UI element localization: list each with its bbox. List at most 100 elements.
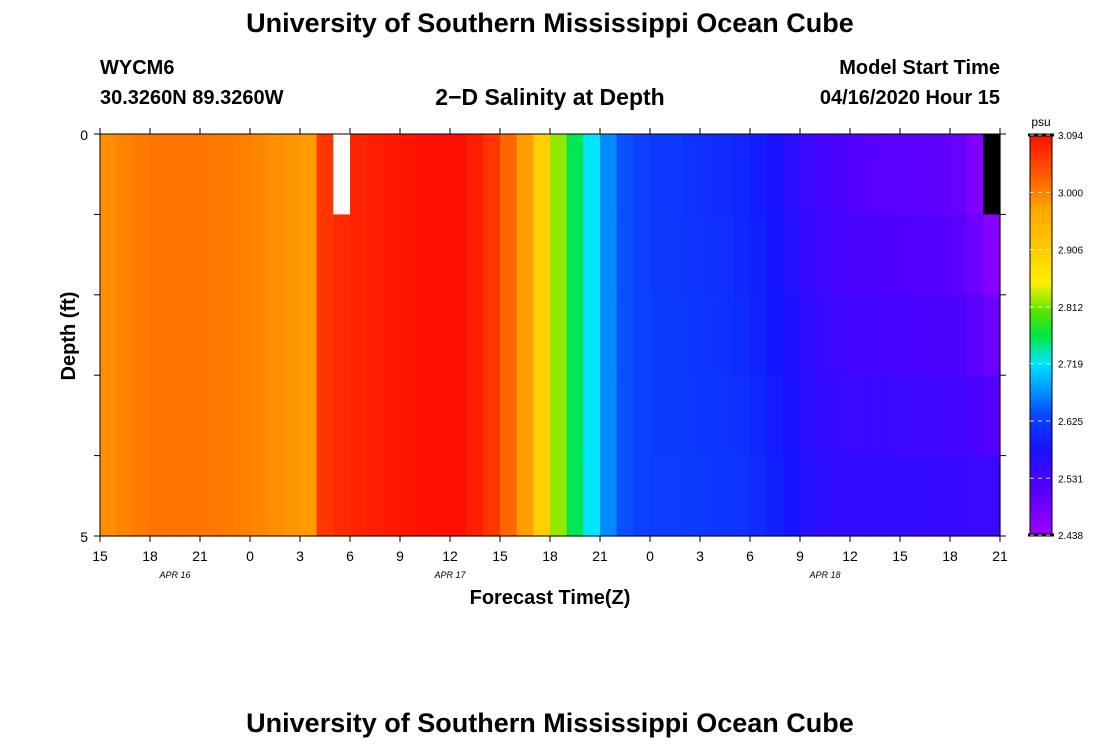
colorbar-segment (1030, 325, 1052, 328)
heatmap-cell (566, 375, 584, 457)
heatmap-cell (216, 134, 234, 215)
station-coords: 30.3260N 89.3260W (100, 87, 284, 109)
heatmap-cell (866, 214, 884, 296)
colorbar-segment (1030, 377, 1052, 380)
heatmap-cell (666, 134, 684, 215)
heatmap-cell (650, 375, 668, 457)
colorbar-segment (1030, 501, 1052, 504)
heatmap-cell (666, 294, 684, 376)
heatmap-cell (533, 455, 551, 537)
heatmap-cell (100, 134, 118, 215)
heatmap-cell (466, 214, 484, 296)
colorbar-segment (1030, 387, 1052, 390)
heatmap-cell (483, 375, 501, 457)
colorbar-segment (1030, 147, 1052, 150)
colorbar-segment (1030, 479, 1052, 482)
colorbar-segment (1030, 223, 1052, 226)
heatmap-cell (650, 214, 668, 296)
heatmap-cell (700, 294, 718, 376)
colorbar-segment (1030, 461, 1052, 464)
colorbar-segment (1030, 257, 1052, 260)
colorbar-segment (1030, 221, 1052, 224)
colorbar-segment (1030, 351, 1052, 354)
heatmap-cell (633, 214, 651, 296)
colorbar-segment (1030, 449, 1052, 452)
colorbar-segment (1030, 273, 1052, 276)
colorbar-segment (1030, 379, 1052, 382)
colorbar-segment (1030, 167, 1052, 170)
colorbar-segment (1030, 203, 1052, 206)
colorbar-segment (1030, 341, 1052, 344)
heatmap-cell (833, 214, 851, 296)
x-tick-label: 21 (192, 548, 208, 564)
heatmap-cell (300, 134, 318, 215)
heatmap-cell (433, 455, 451, 537)
heatmap-cell (366, 455, 384, 537)
heatmap-cell (350, 375, 368, 457)
heatmap-cell (416, 294, 434, 376)
colorbar-segment (1030, 487, 1052, 490)
heatmap-cell (616, 214, 634, 296)
colorbar-segment (1030, 211, 1052, 214)
colorbar-segment (1030, 349, 1052, 352)
heatmap-cell (683, 455, 701, 537)
colorbar-segment (1030, 373, 1052, 376)
colorbar-segment (1030, 337, 1052, 340)
heatmap-cell (883, 455, 901, 537)
heatmap-cell (850, 455, 868, 537)
heatmap-cell (966, 134, 984, 215)
heatmap-cell (716, 375, 734, 457)
colorbar-segment (1030, 321, 1052, 324)
colorbar-segment (1030, 367, 1052, 370)
heatmap-cell (366, 214, 384, 296)
y-axis-label: Depth (ft) (58, 292, 80, 381)
colorbar-segment (1030, 241, 1052, 244)
heatmap-cell (833, 455, 851, 537)
heatmap-cell (750, 375, 768, 457)
heatmap-cell (166, 375, 184, 457)
x-tick-label: 21 (592, 548, 608, 564)
colorbar-segment (1030, 427, 1052, 430)
colorbar-segment (1030, 517, 1052, 520)
heatmap-cell (233, 214, 251, 296)
heatmap-cell (516, 214, 534, 296)
heatmap-cell (250, 294, 268, 376)
heatmap-cell (433, 294, 451, 376)
heatmap-cell (433, 134, 451, 215)
colorbar-segment (1030, 393, 1052, 396)
heatmap-cell (383, 455, 401, 537)
colorbar-segment (1030, 175, 1052, 178)
model-start-value: 04/16/2020 Hour 15 (819, 87, 1000, 109)
heatmap-cell (483, 214, 501, 296)
date-label: APR 17 (433, 570, 466, 580)
colorbar-segment (1030, 335, 1052, 338)
heatmap-cell (600, 455, 618, 537)
heatmap-cell (183, 294, 201, 376)
heatmap-cell (500, 294, 518, 376)
heatmap-cell (350, 214, 368, 296)
date-label: APR 18 (808, 570, 840, 580)
heatmap-cell (900, 455, 918, 537)
heatmap-cell (983, 294, 1001, 376)
chart-subtitle: 2−D Salinity at Depth (435, 84, 665, 110)
colorbar-segment (1030, 209, 1052, 212)
heatmap-cell (233, 134, 251, 215)
colorbar-segment (1030, 345, 1052, 348)
colorbar-segment (1030, 185, 1052, 188)
heatmap-cell (316, 375, 334, 457)
heatmap-cell (250, 134, 268, 215)
colorbar-segment (1030, 215, 1052, 218)
x-tick-label: 3 (296, 548, 304, 564)
colorbar-segment (1030, 433, 1052, 436)
heatmap-cell (800, 455, 818, 537)
heatmap-cell (950, 294, 968, 376)
heatmap-cell (150, 375, 168, 457)
heatmap-cell (766, 375, 784, 457)
date-label: APR 16 (158, 570, 190, 580)
heatmap-cell (583, 134, 601, 215)
colorbar-segment (1030, 457, 1052, 460)
heatmap-cell (350, 455, 368, 537)
colorbar-segment (1030, 443, 1052, 446)
colorbar-segment (1030, 355, 1052, 358)
heatmap-cell (466, 294, 484, 376)
